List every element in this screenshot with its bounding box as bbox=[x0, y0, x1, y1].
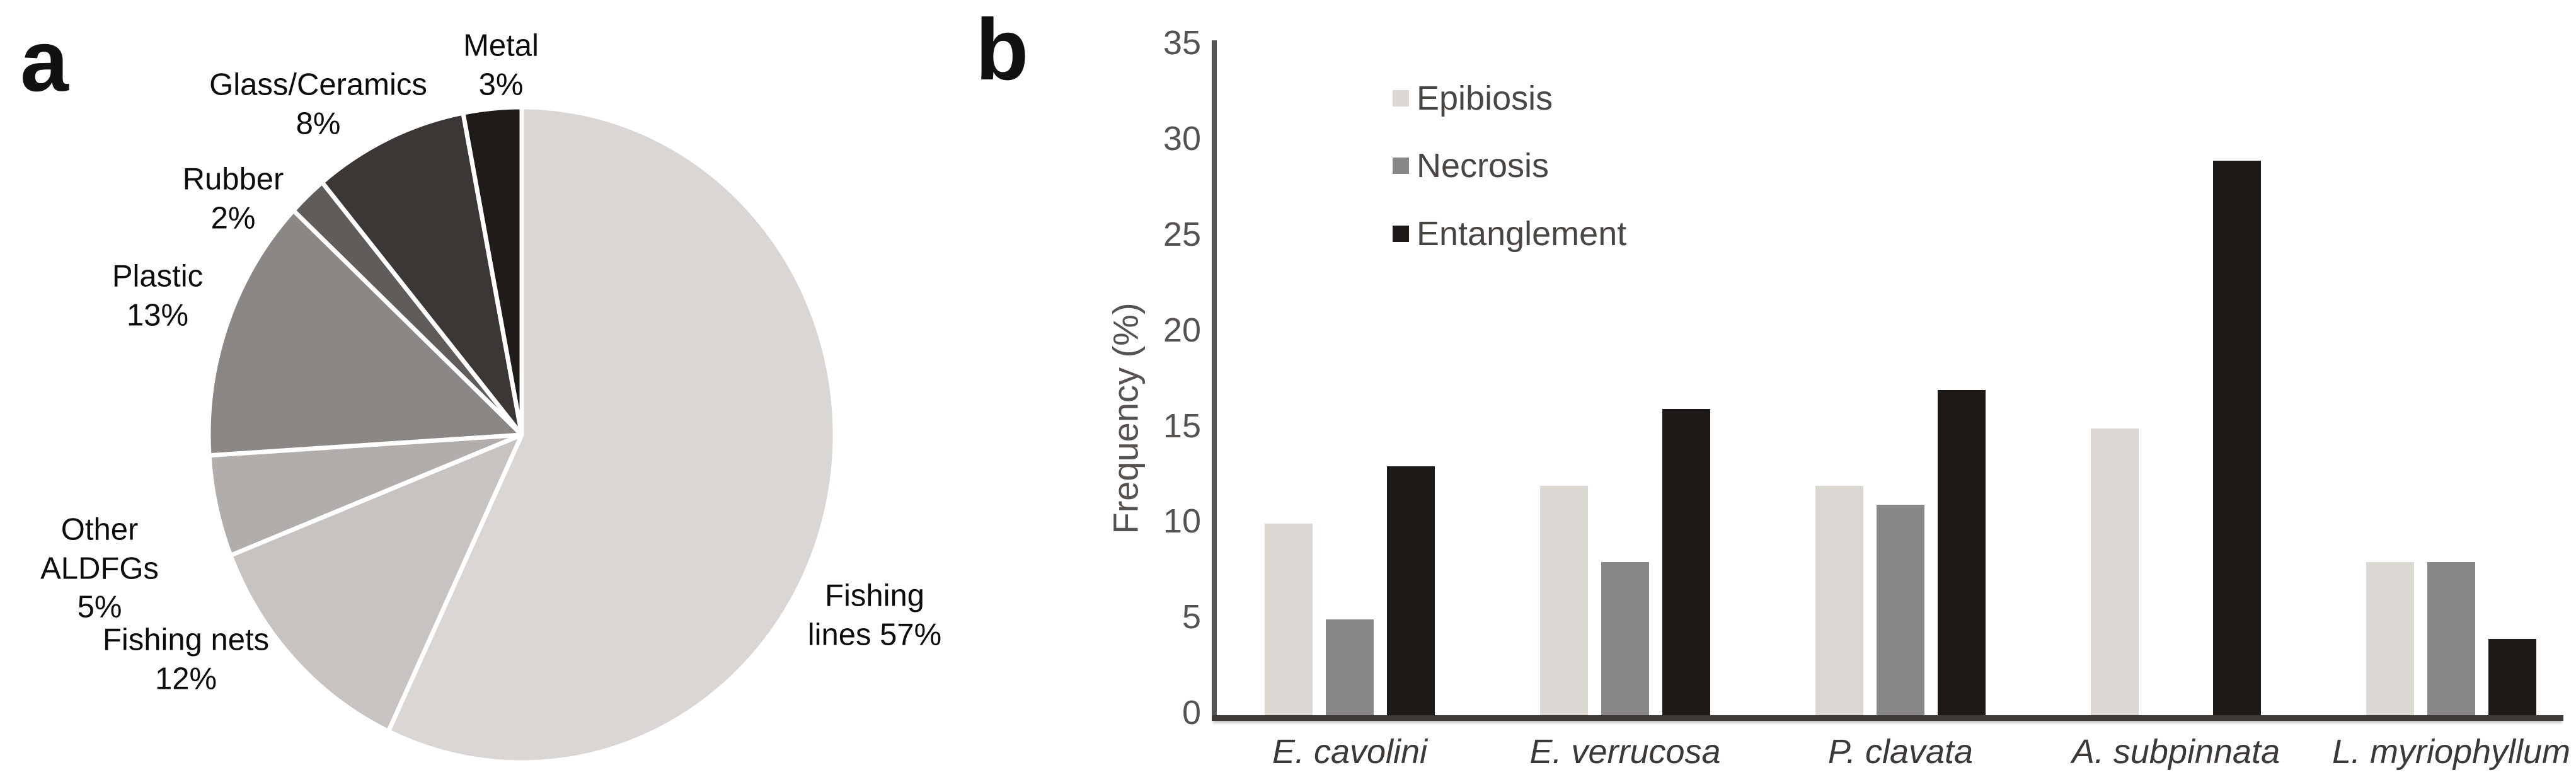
y-tick-label: 35 bbox=[1163, 24, 1201, 62]
y-tick-label: 0 bbox=[1182, 694, 1201, 732]
pie-label-line: Fishing nets bbox=[102, 623, 270, 657]
pie-slice-glass-ceramics bbox=[319, 110, 524, 437]
pie-label-fishing-lines: Fishing lines 57% bbox=[808, 577, 941, 654]
pie-chart bbox=[206, 105, 837, 765]
bar-entanglement-p-clavata bbox=[1938, 389, 1986, 715]
bar-epibiosis-e-verrucosa bbox=[1540, 485, 1588, 715]
bar-necrosis-p-clavata bbox=[1877, 505, 1924, 715]
bar-epibiosis-e-cavolini bbox=[1265, 524, 1313, 715]
pie-label-line: Fishing bbox=[825, 578, 924, 613]
y-tick-label: 20 bbox=[1163, 311, 1201, 349]
pie-label-line: Glass/Ceramics bbox=[209, 67, 427, 102]
pie-slice-metal bbox=[461, 105, 524, 437]
legend-item-necrosis: Necrosis bbox=[1393, 146, 1549, 185]
pie-label-line: 3% bbox=[478, 67, 524, 101]
bar-epibiosis-p-clavata bbox=[1815, 485, 1863, 715]
pie-label-line: ALDFGs bbox=[40, 551, 159, 586]
y-axis-line bbox=[1212, 40, 1217, 720]
legend-swatch-necrosis bbox=[1393, 158, 1409, 174]
x-category-label-p-clavata: P. clavata bbox=[1827, 733, 1974, 771]
bar-entanglement-e-verrucosa bbox=[1662, 409, 1710, 715]
bar-necrosis-e-verrucosa bbox=[1601, 562, 1649, 715]
y-tick-label: 30 bbox=[1163, 120, 1201, 158]
x-category-label-a-subpinnata: A. subpinnata bbox=[2071, 733, 2280, 771]
pie-slice-fishing-nets bbox=[228, 432, 524, 733]
panel-a-label: a bbox=[20, 13, 69, 110]
pie-label-fishing-nets: Fishing nets 12% bbox=[103, 621, 269, 698]
pie-label-line: Other bbox=[60, 512, 139, 547]
pie-label-line: Metal bbox=[463, 28, 539, 63]
y-tick-label: 15 bbox=[1163, 406, 1201, 445]
x-axis-line bbox=[1212, 715, 2563, 721]
y-tick-label: 5 bbox=[1182, 598, 1201, 636]
x-category-label-e-verrucosa: E. verrucosa bbox=[1529, 733, 1721, 771]
pie-label-line: 13% bbox=[126, 298, 189, 332]
bar-necrosis-e-cavolini bbox=[1326, 619, 1374, 715]
x-category-label-e-cavolini: E. cavolini bbox=[1272, 733, 1428, 771]
bar-necrosis-l-myriophyllum bbox=[2427, 562, 2475, 715]
pie-label-line: 12% bbox=[154, 662, 217, 696]
pie-label-line: Rubber bbox=[182, 162, 284, 197]
bar-entanglement-a-subpinnata bbox=[2213, 160, 2261, 715]
x-category-label-l-myriophyllum: L. myriophyllum bbox=[2332, 733, 2571, 771]
pie-label-line: Plastic bbox=[112, 259, 204, 294]
legend-swatch-entanglement bbox=[1393, 226, 1409, 242]
legend-item-epibiosis: Epibiosis bbox=[1393, 79, 1553, 118]
pie-label-line: 5% bbox=[77, 590, 122, 624]
pie-label-rubber: Rubber 2% bbox=[183, 160, 284, 238]
bar-epibiosis-l-myriophyllum bbox=[2366, 562, 2414, 715]
pie-slice-plastic bbox=[206, 208, 524, 458]
pie-label-plastic: Plastic 13% bbox=[112, 257, 203, 335]
pie-label-metal: Metal 3% bbox=[463, 26, 539, 104]
legend-item-entanglement: Entanglement bbox=[1393, 214, 1626, 253]
y-tick-label: 10 bbox=[1163, 502, 1201, 541]
pie-slice-fishing-lines bbox=[386, 105, 837, 765]
legend-label-entanglement: Entanglement bbox=[1417, 215, 1627, 253]
pie-label-line: lines 57% bbox=[807, 618, 942, 652]
y-tick-label: 25 bbox=[1163, 216, 1201, 253]
pie-label-line: 8% bbox=[296, 106, 341, 141]
legend-label-necrosis: Necrosis bbox=[1417, 147, 1550, 185]
legend-swatch-epibiosis bbox=[1393, 90, 1409, 106]
pie-label-line: 2% bbox=[210, 201, 256, 235]
panel-b-label: b bbox=[975, 1, 1029, 98]
bar-epibiosis-a-subpinnata bbox=[2091, 428, 2139, 715]
pie-label-other-aldfgs: Other ALDFGs 5% bbox=[40, 510, 159, 627]
bar-entanglement-e-cavolini bbox=[1387, 466, 1435, 715]
legend-label-epibiosis: Epibiosis bbox=[1417, 79, 1553, 117]
bar-entanglement-l-myriophyllum bbox=[2488, 638, 2536, 715]
pie-label-glass-ceramics: Glass/Ceramics 8% bbox=[209, 66, 427, 143]
